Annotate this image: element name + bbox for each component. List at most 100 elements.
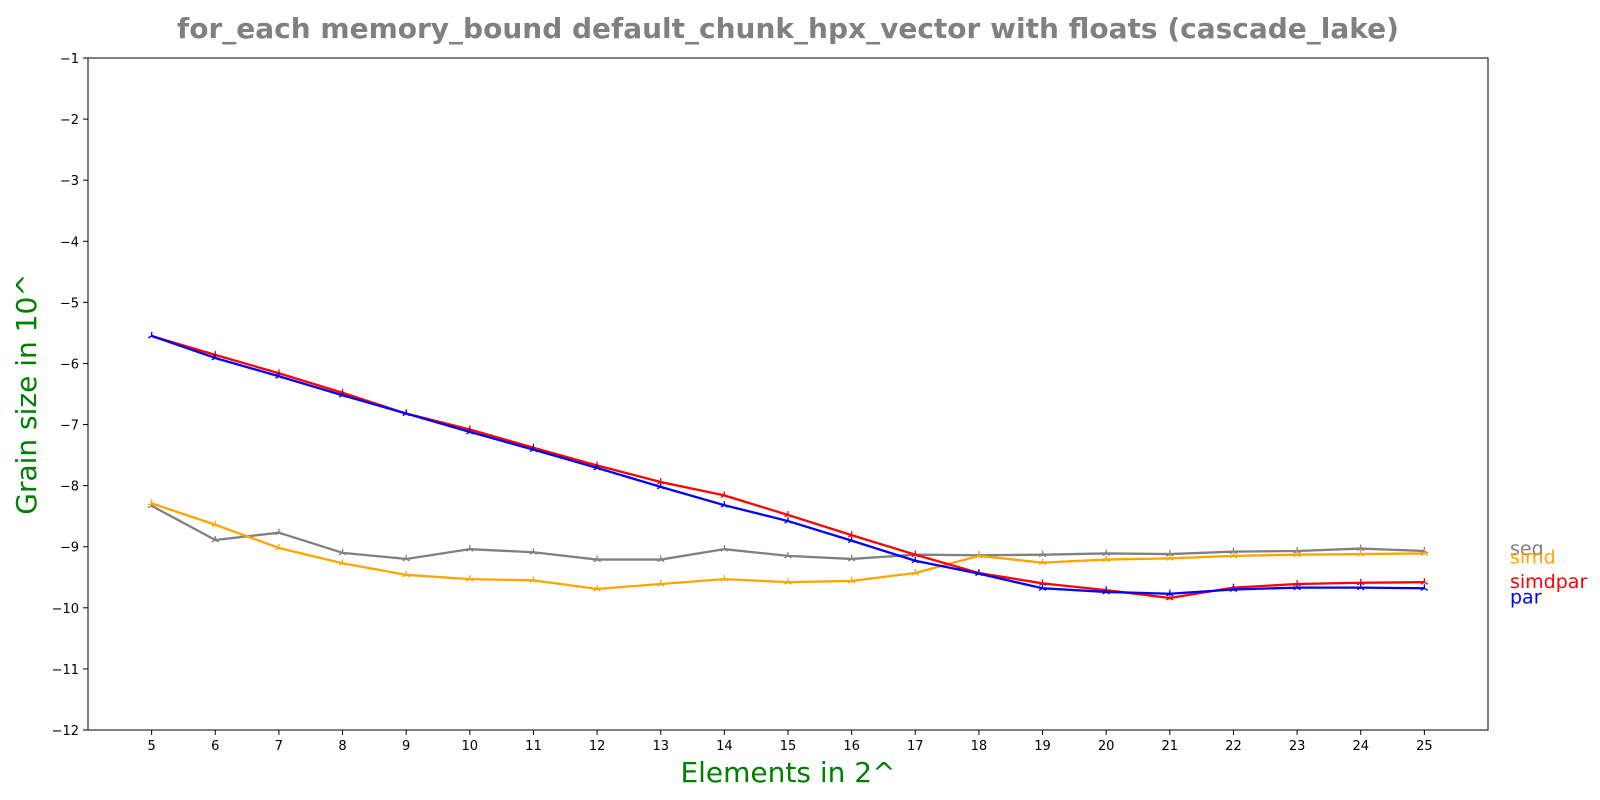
x-tick-label: 21 xyxy=(1162,739,1179,754)
data-point-seq xyxy=(656,555,665,563)
data-point-simd xyxy=(1420,549,1429,557)
plot-frame xyxy=(87,57,1489,731)
x-tick-label: 6 xyxy=(211,739,219,754)
data-point-simd xyxy=(784,578,792,585)
data-point-par xyxy=(1102,587,1110,595)
y-tick-label: −2 xyxy=(60,113,79,128)
data-point-simd xyxy=(275,543,283,551)
data-point-seq xyxy=(784,551,792,559)
data-point-simd xyxy=(1356,550,1365,557)
data-point-simd xyxy=(975,551,983,559)
data-point-seq xyxy=(593,555,601,563)
y-tick-label: −4 xyxy=(60,235,79,250)
data-point-seq xyxy=(529,548,538,555)
data-point-par xyxy=(911,556,920,564)
y-tick-label: −7 xyxy=(60,419,79,434)
data-point-simd xyxy=(529,576,538,583)
data-point-simd xyxy=(720,575,729,582)
data-point-simd xyxy=(338,559,347,566)
y-tick-label: −12 xyxy=(52,724,79,739)
data-point-seq xyxy=(1102,549,1110,557)
y-tick-label: −1 xyxy=(60,52,79,67)
data-point-seq xyxy=(211,536,220,543)
data-point-simdpar xyxy=(720,491,729,498)
x-tick-label: 22 xyxy=(1225,739,1242,754)
data-point-simd xyxy=(211,520,220,528)
data-point-par xyxy=(1038,584,1047,591)
data-point-simdpar xyxy=(656,477,665,485)
data-point-seq xyxy=(338,548,347,556)
x-tick-label: 19 xyxy=(1034,739,1051,754)
data-point-par xyxy=(402,409,410,417)
series-label-simd: simd xyxy=(1510,546,1556,568)
x-tick-label: 12 xyxy=(589,739,606,754)
series-label-simdpar: simdpar xyxy=(1510,571,1587,593)
data-point-simd xyxy=(1102,555,1110,563)
data-point-simd xyxy=(1038,558,1047,566)
x-tick-label: 15 xyxy=(780,739,797,754)
y-tick-label: −6 xyxy=(60,357,79,372)
x-tick-label: 5 xyxy=(147,739,155,754)
x-tick-label: 11 xyxy=(525,739,542,754)
series-group xyxy=(147,331,1429,601)
y-tick-label: −8 xyxy=(60,480,79,495)
x-tick-label: 25 xyxy=(1416,739,1433,754)
x-axis-label: Elements in 2^ xyxy=(680,756,895,789)
data-point-par xyxy=(529,445,538,453)
data-point-seq xyxy=(402,554,410,562)
data-point-par xyxy=(656,482,665,490)
data-point-par xyxy=(1356,583,1365,591)
data-point-simdpar xyxy=(1420,578,1429,585)
x-tick-label: 8 xyxy=(338,739,346,754)
data-point-simd xyxy=(1166,554,1174,561)
y-tick-label: −10 xyxy=(52,602,79,617)
x-tick-label: 9 xyxy=(402,739,410,754)
data-point-simd xyxy=(1293,550,1301,558)
data-point-seq xyxy=(1038,550,1047,558)
data-point-simdpar xyxy=(847,531,856,538)
data-point-simd xyxy=(1229,551,1238,559)
data-point-par xyxy=(720,501,729,508)
data-point-par xyxy=(147,331,156,339)
data-point-simd xyxy=(466,575,474,582)
y-tick-label: −5 xyxy=(60,296,79,311)
x-tick-label: 18 xyxy=(971,739,988,754)
x-tick-label: 23 xyxy=(1289,739,1306,754)
data-point-simdpar xyxy=(1356,578,1365,586)
x-tick-label: 13 xyxy=(652,739,669,754)
series-label-seq: seq xyxy=(1510,538,1544,560)
data-point-simd xyxy=(593,584,601,592)
data-point-par xyxy=(1293,583,1301,591)
series-par xyxy=(147,331,1429,597)
y-tick-label: −3 xyxy=(60,174,79,189)
x-tick-label: 17 xyxy=(907,739,924,754)
data-point-par xyxy=(211,353,220,361)
data-point-par xyxy=(593,463,601,471)
data-point-par xyxy=(784,517,792,524)
x-tick-label: 14 xyxy=(716,739,733,754)
data-point-par xyxy=(1229,585,1238,593)
data-point-simdpar xyxy=(1038,579,1047,586)
y-tick-label: −9 xyxy=(60,541,79,556)
x-tick-label: 10 xyxy=(462,739,479,754)
series-label-par: par xyxy=(1510,586,1542,608)
data-point-simdpar xyxy=(911,550,920,558)
series-simd xyxy=(147,499,1429,592)
data-point-simd xyxy=(656,579,665,587)
data-point-simdpar xyxy=(784,510,792,518)
x-tick-label: 20 xyxy=(1098,739,1115,754)
data-point-par xyxy=(466,427,474,435)
data-point-simd xyxy=(147,499,156,506)
data-point-par xyxy=(1420,584,1429,591)
x-tick-label: 16 xyxy=(843,739,860,754)
data-point-simd xyxy=(402,570,410,578)
x-tick-label: 7 xyxy=(275,739,283,754)
data-point-seq xyxy=(847,554,856,562)
data-point-par xyxy=(275,372,283,379)
data-point-seq xyxy=(1356,544,1365,552)
data-point-simd xyxy=(911,568,920,576)
y-axis-label: Grain size in 10^ xyxy=(10,273,43,515)
